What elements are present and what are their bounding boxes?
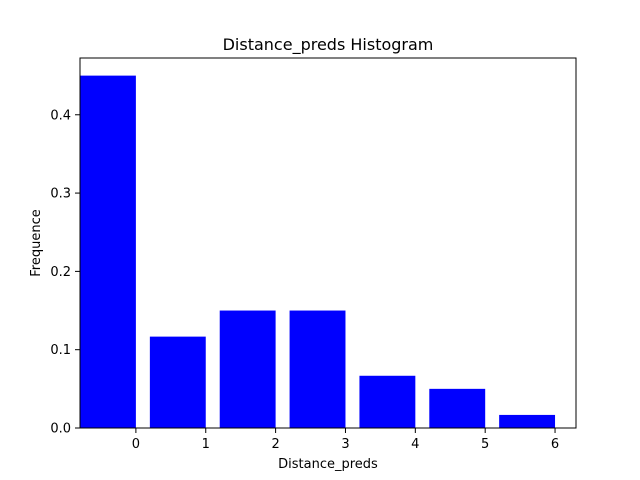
- x-tick-label: 6: [551, 437, 559, 452]
- bar-2: [219, 310, 276, 428]
- x-tick-label: 0: [132, 437, 140, 452]
- x-tick-label: 3: [341, 437, 349, 452]
- y-tick-label: 0.2: [50, 265, 71, 280]
- x-axis-label: Distance_preds: [278, 457, 378, 472]
- y-tick-label: 0.0: [50, 422, 71, 437]
- x-tick-label: 1: [202, 437, 210, 452]
- x-tick-label: 5: [481, 437, 489, 452]
- y-axis-ticks: 0.0 0.1 0.2 0.3 0.4: [50, 108, 80, 437]
- bar-4: [359, 375, 416, 428]
- bar-1: [149, 336, 206, 428]
- bar-6: [499, 414, 556, 428]
- bar-0: [80, 75, 136, 429]
- bar-3: [289, 310, 346, 428]
- x-tick-label: 4: [411, 437, 419, 452]
- bars-group: [80, 75, 556, 429]
- y-tick-label: 0.1: [50, 343, 71, 358]
- chart-title: Distance_preds Histogram: [223, 35, 434, 55]
- plot-area-frame: [79, 57, 577, 429]
- y-tick-label: 0.3: [50, 187, 71, 202]
- bar-5: [429, 388, 486, 428]
- x-axis-ticks: 0 1 2 3 4 5 6: [132, 428, 559, 452]
- x-tick-label: 2: [271, 437, 279, 452]
- y-axis-label: Frequence: [29, 209, 44, 276]
- y-tick-label: 0.4: [50, 108, 71, 123]
